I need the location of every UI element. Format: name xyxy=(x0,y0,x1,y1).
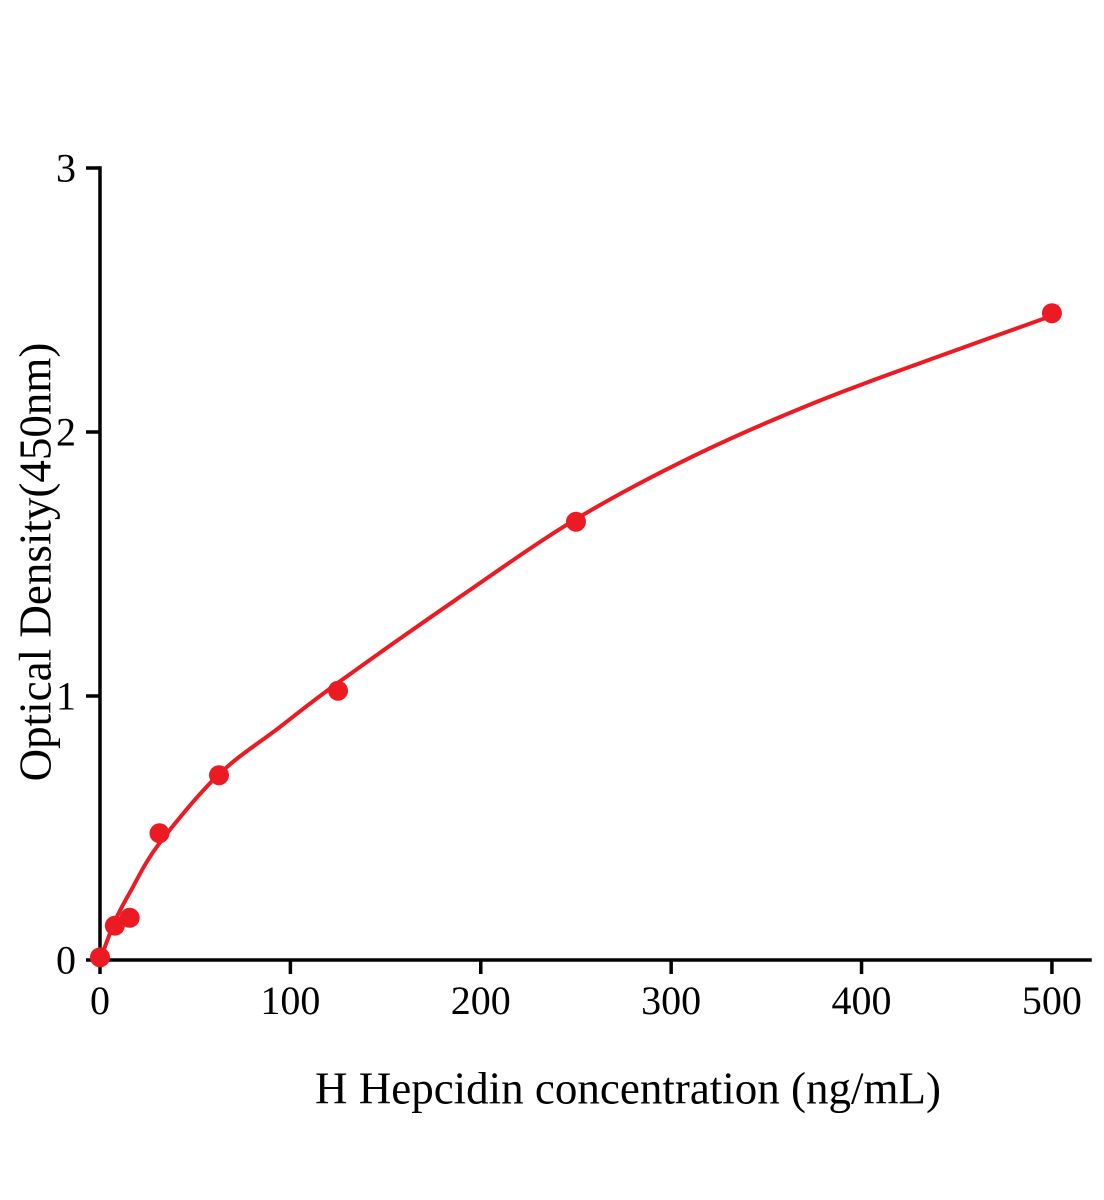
x-tick-label: 100 xyxy=(260,978,320,1023)
data-point-marker xyxy=(565,511,586,532)
x-tick-label: 0 xyxy=(90,978,110,1023)
data-point-marker xyxy=(1041,303,1062,324)
data-point-marker xyxy=(327,680,348,701)
data-point-marker xyxy=(119,907,140,928)
data-point-marker xyxy=(90,947,110,968)
y-tick-label: 0 xyxy=(56,938,76,983)
y-axis-title: Optical Density(450nm) xyxy=(10,342,61,782)
x-tick-label: 300 xyxy=(641,978,701,1023)
y-tick-label: 2 xyxy=(56,410,76,455)
fit-curve-line xyxy=(98,313,1054,962)
y-tick-label: 1 xyxy=(56,674,76,719)
data-point-marker xyxy=(149,823,170,844)
data-point-marker xyxy=(104,915,125,936)
x-tick-label: 500 xyxy=(1022,978,1082,1023)
x-tick-label: 400 xyxy=(832,978,892,1023)
x-tick-label: 200 xyxy=(451,978,511,1023)
data-point-marker xyxy=(208,765,229,786)
y-tick-label: 3 xyxy=(56,146,76,191)
x-axis-title: H Hepcidin concentration (ng/mL) xyxy=(314,1063,942,1114)
